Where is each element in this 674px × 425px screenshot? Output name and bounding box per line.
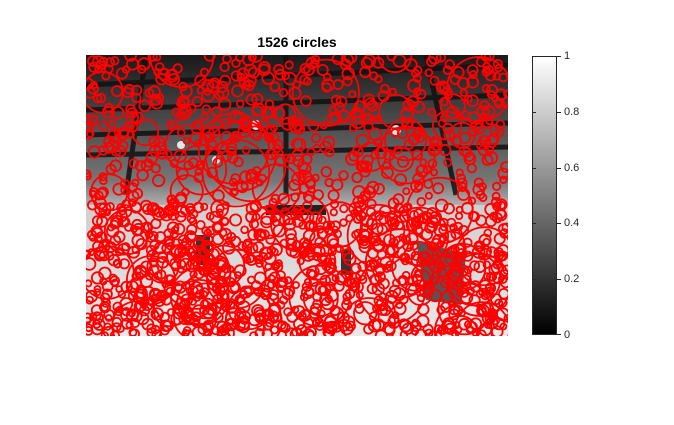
colorbar-tick-inner (532, 56, 536, 57)
plot-title: 1526 circles (257, 34, 337, 50)
colorbar-tick (557, 279, 561, 281)
colorbar-tick (557, 334, 561, 335)
colorbar-tick-label: 0.6 (564, 161, 580, 174)
colorbar-tick-label: 0 (564, 329, 571, 341)
colorbar-tick-inner (532, 111, 536, 113)
detected-circles-overlay (86, 55, 508, 336)
colorbar-tick (557, 111, 561, 113)
colorbar (532, 56, 557, 335)
image-axes[interactable] (86, 55, 508, 336)
colorbar-tick (557, 56, 561, 57)
colorbar-tick-label: 1 (564, 50, 571, 62)
colorbar-tick (557, 223, 561, 225)
colorbar-tick-inner (532, 223, 536, 225)
colorbar-tick-inner (532, 167, 536, 169)
colorbar-tick-inner (532, 279, 536, 281)
colorbar-tick-label: 0.8 (564, 105, 580, 118)
colorbar-tick-inner (532, 334, 536, 335)
colorbar-tick-label: 0.2 (564, 273, 580, 286)
colorbar-tick-label: 0.4 (564, 217, 580, 230)
colorbar-tick (557, 167, 561, 169)
